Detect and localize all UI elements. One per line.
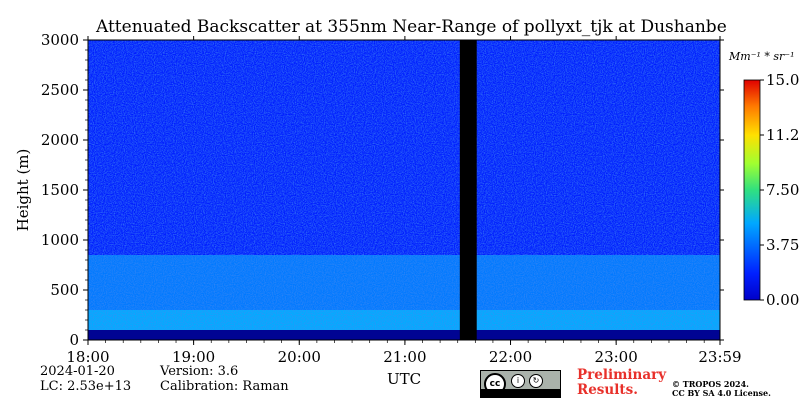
colorbar: 0.00 3.75 7.50 11.25 15.00 Mm⁻¹ * sr⁻¹ <box>728 50 800 309</box>
copyright-note: © TROPOS 2024. CC BY SA 4.0 License. <box>672 380 771 398</box>
preliminary-note: Preliminary Results. <box>577 368 666 398</box>
y-tick-label: 2000 <box>41 131 79 149</box>
backscatter-layer <box>88 330 720 340</box>
y-tick-label: 3000 <box>41 31 79 49</box>
colorbar-unit-label: Mm⁻¹ * sr⁻¹ <box>728 50 795 63</box>
y-tick-label: 1000 <box>41 231 79 249</box>
x-tick-label: 18:00 <box>66 348 109 366</box>
signal-noise <box>88 40 720 330</box>
share-alike-icon: ↻ <box>529 374 543 388</box>
colorbar-tick-label: 0.00 <box>766 291 799 309</box>
y-tick-label: 1500 <box>41 181 79 199</box>
colorbar-tick-label: 3.75 <box>766 236 799 254</box>
y-tick-label: 2500 <box>41 81 79 99</box>
y-tick-label: 500 <box>50 281 79 299</box>
data-gap <box>459 40 477 340</box>
y-axis-label: Height (m) <box>14 149 32 232</box>
x-tick-label: 20:00 <box>278 348 321 366</box>
calibration-label: Calibration: Raman <box>160 379 289 394</box>
colorbar-tick-label: 7.50 <box>766 181 799 199</box>
date-label: 2024-01-20 <box>40 364 115 379</box>
colorbar-tick-label: 11.25 <box>766 126 800 144</box>
y-tick-label: 0 <box>69 331 79 349</box>
version-label: Version: 3.6 <box>160 364 239 379</box>
x-tick-label: 22:00 <box>489 348 532 366</box>
chart-title: Attenuated Backscatter at 355nm Near-Ran… <box>96 17 727 37</box>
lc-label: LC: 2.53e+13 <box>40 379 132 394</box>
colorbar-scale <box>743 79 761 301</box>
copyright-line-1: © TROPOS 2024. <box>672 379 749 389</box>
preliminary-line-2: Results. <box>577 382 638 398</box>
axes: 18:00 19:00 20:00 21:00 22:00 23:00 23:59 0 500 1… <box>14 31 742 388</box>
x-tick-label: 19:00 <box>172 348 215 366</box>
x-tick-label: 23:59 <box>698 348 741 366</box>
x-tick-label: 23:00 <box>595 348 638 366</box>
preliminary-line-1: Preliminary <box>577 367 667 383</box>
colorbar-tick-label: 15.00 <box>766 71 800 89</box>
x-tick-label: 21:00 <box>383 348 426 366</box>
cc-license-icon: cc i ↻ BY SA <box>480 370 561 398</box>
heatmap-plot-area <box>88 40 720 340</box>
x-axis-label: UTC <box>387 370 421 388</box>
by-person-icon: i <box>511 374 525 388</box>
copyright-line-2: CC BY SA 4.0 License. <box>672 388 771 398</box>
